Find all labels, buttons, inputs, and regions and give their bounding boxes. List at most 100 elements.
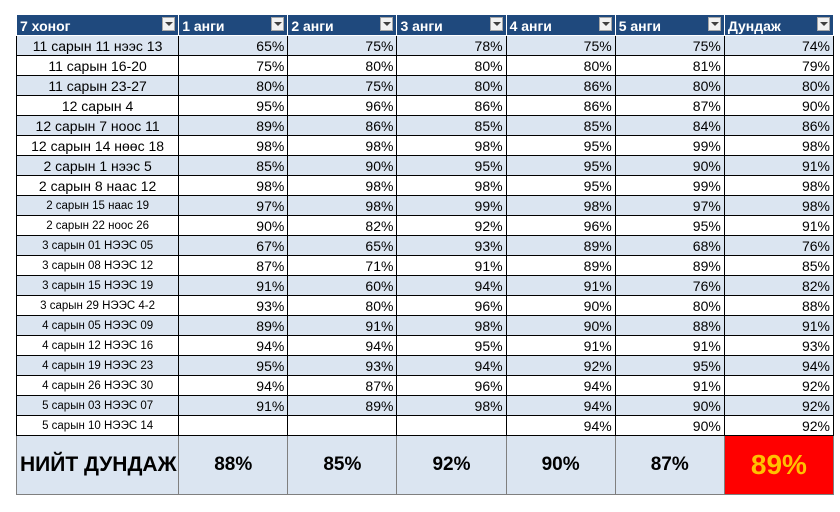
filter-dropdown-icon[interactable] [489, 17, 503, 31]
class-1-cell[interactable]: 87% [178, 255, 289, 276]
header-average[interactable]: Дундаж [723, 14, 835, 36]
total-class-5-cell[interactable]: 87% [614, 435, 725, 495]
class-5-cell[interactable]: 90% [614, 395, 725, 416]
class-3-cell[interactable]: 78% [396, 35, 507, 56]
week-cell[interactable]: 4 сарын 12 НЭЭС 16 [15, 335, 180, 356]
total-class-4-cell[interactable]: 90% [505, 435, 616, 495]
week-cell[interactable]: 11 сарын 23-27 [15, 75, 180, 96]
class-5-cell[interactable]: 75% [614, 35, 725, 56]
class-5-cell[interactable]: 91% [614, 335, 725, 356]
header-week[interactable]: 7 хоног [15, 14, 180, 36]
average-cell[interactable]: 74% [723, 35, 835, 56]
filter-dropdown-icon[interactable] [271, 17, 285, 31]
class-1-cell[interactable]: 91% [178, 395, 289, 416]
class-2-cell[interactable]: 89% [287, 395, 398, 416]
class-5-cell[interactable]: 90% [614, 155, 725, 176]
class-1-cell[interactable]: 67% [178, 235, 289, 256]
class-4-cell[interactable]: 92% [505, 355, 616, 376]
class-5-cell[interactable]: 89% [614, 255, 725, 276]
class-4-cell[interactable]: 89% [505, 235, 616, 256]
class-2-cell[interactable]: 96% [287, 95, 398, 116]
class-2-cell[interactable]: 75% [287, 35, 398, 56]
class-1-cell[interactable]: 91% [178, 275, 289, 296]
average-cell[interactable]: 79% [723, 55, 835, 76]
average-cell[interactable]: 91% [723, 155, 835, 176]
class-4-cell[interactable]: 91% [505, 275, 616, 296]
class-5-cell[interactable]: 84% [614, 115, 725, 136]
class-4-cell[interactable]: 90% [505, 315, 616, 336]
class-3-cell[interactable]: 96% [396, 295, 507, 316]
class-5-cell[interactable]: 68% [614, 235, 725, 256]
class-5-cell[interactable]: 95% [614, 215, 725, 236]
class-3-cell[interactable]: 95% [396, 155, 507, 176]
class-5-cell[interactable]: 90% [614, 415, 725, 436]
class-1-cell[interactable] [178, 415, 289, 436]
class-3-cell[interactable]: 80% [396, 75, 507, 96]
class-1-cell[interactable]: 95% [178, 95, 289, 116]
class-3-cell[interactable]: 95% [396, 335, 507, 356]
class-3-cell[interactable]: 99% [396, 195, 507, 216]
class-1-cell[interactable]: 89% [178, 115, 289, 136]
week-cell[interactable]: 2 сарын 8 наас 12 [15, 175, 180, 196]
class-5-cell[interactable]: 99% [614, 175, 725, 196]
week-cell[interactable]: 12 сарын 14 нөөс 18 [15, 135, 180, 156]
class-2-cell[interactable]: 98% [287, 195, 398, 216]
class-1-cell[interactable]: 95% [178, 355, 289, 376]
class-1-cell[interactable]: 93% [178, 295, 289, 316]
average-cell[interactable]: 86% [723, 115, 835, 136]
week-cell[interactable]: 2 сарын 15 наас 19 [15, 195, 180, 216]
class-2-cell[interactable]: 86% [287, 115, 398, 136]
average-cell[interactable]: 82% [723, 275, 835, 296]
class-5-cell[interactable]: 91% [614, 375, 725, 396]
week-cell[interactable]: 3 сарын 08 НЭЭС 12 [15, 255, 180, 276]
filter-dropdown-icon[interactable] [162, 17, 176, 31]
class-2-cell[interactable]: 65% [287, 235, 398, 256]
class-2-cell[interactable]: 93% [287, 355, 398, 376]
week-cell[interactable]: 12 сарын 4 [15, 95, 180, 116]
class-2-cell[interactable]: 60% [287, 275, 398, 296]
class-2-cell[interactable]: 91% [287, 315, 398, 336]
class-1-cell[interactable]: 90% [178, 215, 289, 236]
class-1-cell[interactable]: 94% [178, 335, 289, 356]
total-class-1-cell[interactable]: 88% [178, 435, 289, 495]
class-3-cell[interactable]: 94% [396, 355, 507, 376]
class-3-cell[interactable]: 85% [396, 115, 507, 136]
average-cell[interactable]: 88% [723, 295, 835, 316]
class-4-cell[interactable]: 98% [505, 195, 616, 216]
class-2-cell[interactable]: 75% [287, 75, 398, 96]
class-1-cell[interactable]: 85% [178, 155, 289, 176]
class-4-cell[interactable]: 85% [505, 115, 616, 136]
header-class-5[interactable]: 5 анги [614, 14, 725, 36]
class-4-cell[interactable]: 96% [505, 215, 616, 236]
class-1-cell[interactable]: 65% [178, 35, 289, 56]
week-cell[interactable]: 3 сарын 15 НЭЭС 19 [15, 275, 180, 296]
week-cell[interactable]: 2 сарын 1 нээс 5 [15, 155, 180, 176]
week-cell[interactable]: 12 сарын 7 ноос 11 [15, 115, 180, 136]
header-class-4[interactable]: 4 анги [505, 14, 616, 36]
class-1-cell[interactable]: 75% [178, 55, 289, 76]
class-4-cell[interactable]: 86% [505, 75, 616, 96]
class-5-cell[interactable]: 95% [614, 355, 725, 376]
average-cell[interactable]: 85% [723, 255, 835, 276]
average-cell[interactable]: 92% [723, 415, 835, 436]
average-cell[interactable]: 94% [723, 355, 835, 376]
class-4-cell[interactable]: 80% [505, 55, 616, 76]
class-4-cell[interactable]: 89% [505, 255, 616, 276]
class-2-cell[interactable]: 80% [287, 295, 398, 316]
class-4-cell[interactable]: 90% [505, 295, 616, 316]
header-class-3[interactable]: 3 анги [396, 14, 507, 36]
class-3-cell[interactable]: 96% [396, 375, 507, 396]
class-2-cell[interactable]: 71% [287, 255, 398, 276]
total-average-cell[interactable]: 89% [723, 435, 835, 495]
total-class-2-cell[interactable]: 85% [287, 435, 398, 495]
filter-dropdown-icon[interactable] [598, 17, 612, 31]
average-cell[interactable]: 98% [723, 135, 835, 156]
class-3-cell[interactable]: 92% [396, 215, 507, 236]
average-cell[interactable]: 91% [723, 315, 835, 336]
class-4-cell[interactable]: 94% [505, 415, 616, 436]
header-class-1[interactable]: 1 анги [178, 14, 289, 36]
week-cell[interactable]: 2 сарын 22 ноос 26 [15, 215, 180, 236]
class-4-cell[interactable]: 95% [505, 175, 616, 196]
class-5-cell[interactable]: 80% [614, 75, 725, 96]
total-class-3-cell[interactable]: 92% [396, 435, 507, 495]
